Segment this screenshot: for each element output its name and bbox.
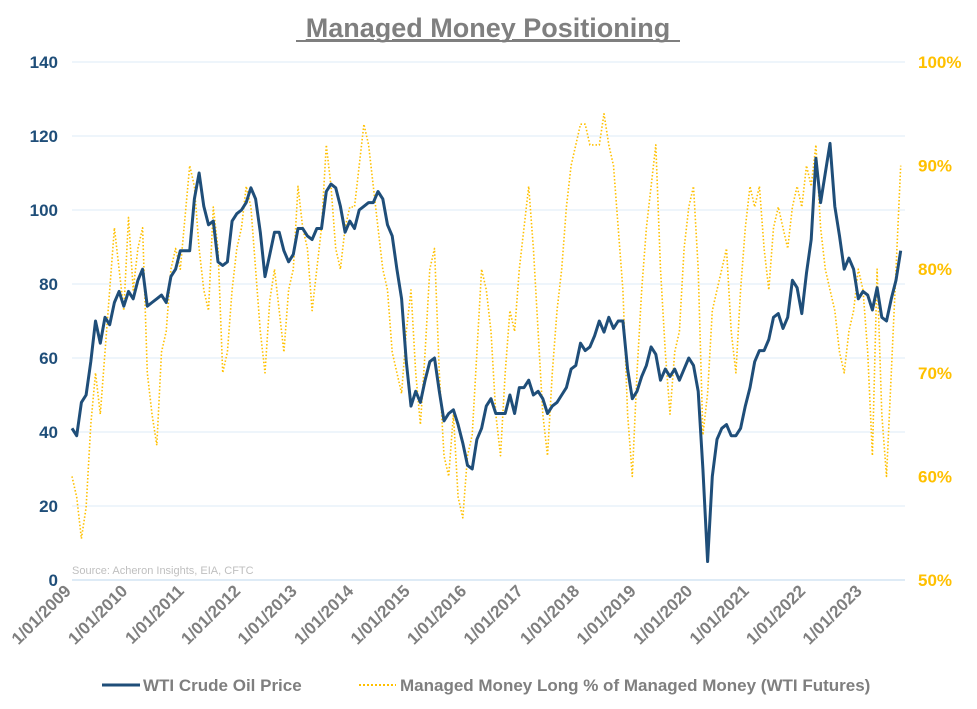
x-tick-label: 1/01/2011	[122, 581, 188, 647]
right-tick-label: 80%	[918, 260, 952, 279]
left-axis: 0 20 40 60 80 100 120 140	[30, 53, 58, 590]
right-tick-label: 50%	[918, 571, 952, 590]
x-tick-label: 1/01/2014	[290, 581, 357, 648]
x-tick-label: 1/01/2010	[64, 581, 131, 648]
legend-label-wti: WTI Crude Oil Price	[143, 676, 302, 695]
left-tick-label: 120	[30, 127, 58, 146]
right-tick-label: 100%	[918, 53, 961, 72]
left-tick-label: 80	[39, 275, 58, 294]
series-line-managed-money-long-pct	[71, 113, 902, 540]
series-group	[70, 113, 903, 563]
x-tick-label: 1/01/2022	[742, 581, 809, 648]
gridlines	[72, 61, 905, 581]
x-tick-label: 1/01/2017	[460, 581, 527, 648]
x-axis: 1/01/20091/01/20101/01/20111/01/20121/01…	[8, 581, 866, 648]
right-tick-label: 60%	[918, 467, 952, 486]
chart-title: Managed Money Positioning	[306, 13, 671, 43]
left-tick-label: 60	[39, 349, 58, 368]
legend: WTI Crude Oil Price Managed Money Long %…	[102, 676, 870, 695]
left-tick-label: 20	[39, 497, 58, 516]
x-tick-label: 1/01/2019	[573, 581, 640, 648]
x-tick-label: 1/01/2023	[799, 581, 866, 648]
x-tick-label: 1/01/2016	[403, 581, 470, 648]
right-tick-label: 90%	[918, 157, 952, 176]
legend-label-managed-money: Managed Money Long % of Managed Money (W…	[400, 676, 870, 695]
x-tick-label: 1/01/2009	[8, 581, 75, 648]
x-tick-label: 1/01/2015	[347, 581, 414, 648]
right-tick-label: 70%	[918, 364, 952, 383]
x-tick-label: 1/01/2012	[177, 581, 244, 648]
x-tick-label: 1/01/2013	[234, 581, 301, 648]
left-tick-label: 40	[39, 423, 58, 442]
source-note: Source: Acheron Insights, EIA, CFTC	[72, 565, 254, 577]
left-tick-label: 0	[49, 571, 58, 590]
right-axis: 50% 60% 70% 80% 90% 100%	[918, 53, 961, 590]
left-tick-label: 100	[30, 201, 58, 220]
series-line-wti-crude-oil-price	[70, 141, 903, 563]
x-tick-label: 1/01/2020	[629, 581, 696, 648]
left-tick-label: 140	[30, 53, 58, 72]
x-tick-label: 1/01/2018	[516, 581, 583, 648]
x-tick-label: 1/01/2021	[686, 581, 753, 648]
